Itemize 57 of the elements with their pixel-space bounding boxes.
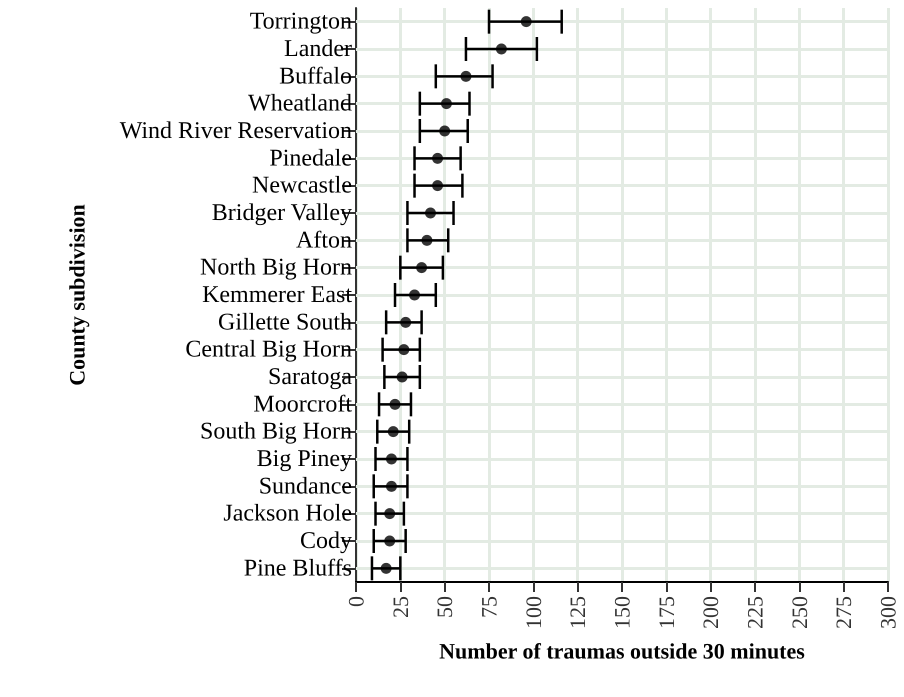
- y-tick-label: Cody: [300, 528, 352, 554]
- y-tick-label: Lander: [284, 36, 352, 62]
- y-tick-label: Newcastle: [252, 172, 352, 199]
- point: [416, 262, 428, 274]
- y-tick-label: Sundance: [258, 473, 352, 500]
- x-axis-title: Number of traumas outside 30 minutes: [439, 638, 806, 664]
- y-tick-label: South Big Horn: [200, 418, 352, 445]
- point: [384, 536, 396, 546]
- x-tick-label: 125: [565, 596, 590, 629]
- point: [384, 508, 396, 520]
- y-tick-label: Buffalo: [279, 63, 352, 90]
- y-tick-label: Moorcroft: [253, 391, 352, 418]
- point: [398, 344, 410, 356]
- point: [424, 208, 436, 218]
- point: [386, 454, 397, 464]
- y-tick-label: Saratoga: [268, 364, 352, 390]
- x-tick-label: 275: [831, 596, 856, 629]
- x-tick-label: 250: [786, 596, 812, 629]
- y-tick-label: Central Big Horn: [185, 336, 352, 363]
- point: [439, 126, 450, 136]
- y-tick-label: Big Piney: [256, 446, 352, 472]
- point: [496, 44, 507, 54]
- point: [386, 480, 397, 492]
- point: [440, 98, 452, 110]
- y-tick-label: Pine Bluffs: [244, 555, 352, 582]
- point: [390, 398, 401, 410]
- point: [432, 180, 444, 192]
- point: [409, 290, 420, 300]
- x-tick-label: 50: [432, 596, 458, 618]
- y-tick-label: Gillette South: [218, 309, 352, 336]
- y-tick-label: Afton: [296, 227, 352, 254]
- x-tick-label: 75: [476, 596, 502, 618]
- y-tick-label: North Big Horn: [200, 254, 352, 281]
- point: [432, 152, 444, 164]
- x-tick-label: 25: [388, 596, 413, 618]
- x-tick-label: 300: [876, 596, 900, 629]
- y-tick-label: Bridger Valley: [212, 200, 352, 226]
- x-tick-label: 0: [344, 596, 368, 607]
- point: [380, 562, 392, 574]
- y-tick-label: Jackson Hole: [223, 500, 352, 527]
- x-tick-label: 200: [698, 596, 724, 629]
- point: [421, 234, 432, 246]
- y-tick-label: Kemmerer East: [202, 282, 352, 308]
- y-tick-label: Pinedale: [269, 145, 352, 172]
- point: [400, 316, 412, 328]
- x-tick-label: 100: [520, 596, 546, 629]
- x-tick-label: 225: [742, 596, 768, 629]
- y-axis-title: County subdivision: [64, 204, 90, 386]
- y-tick-label: Torrington: [250, 8, 352, 35]
- point: [388, 426, 399, 438]
- point: [396, 372, 408, 382]
- y-tick-label: Wheatland: [248, 90, 352, 117]
- point: [520, 16, 532, 28]
- x-tick-label: 175: [654, 596, 679, 629]
- x-tick-label: 150: [610, 596, 634, 629]
- y-tick-label: Wind River Reservation: [120, 118, 352, 144]
- point: [460, 70, 472, 82]
